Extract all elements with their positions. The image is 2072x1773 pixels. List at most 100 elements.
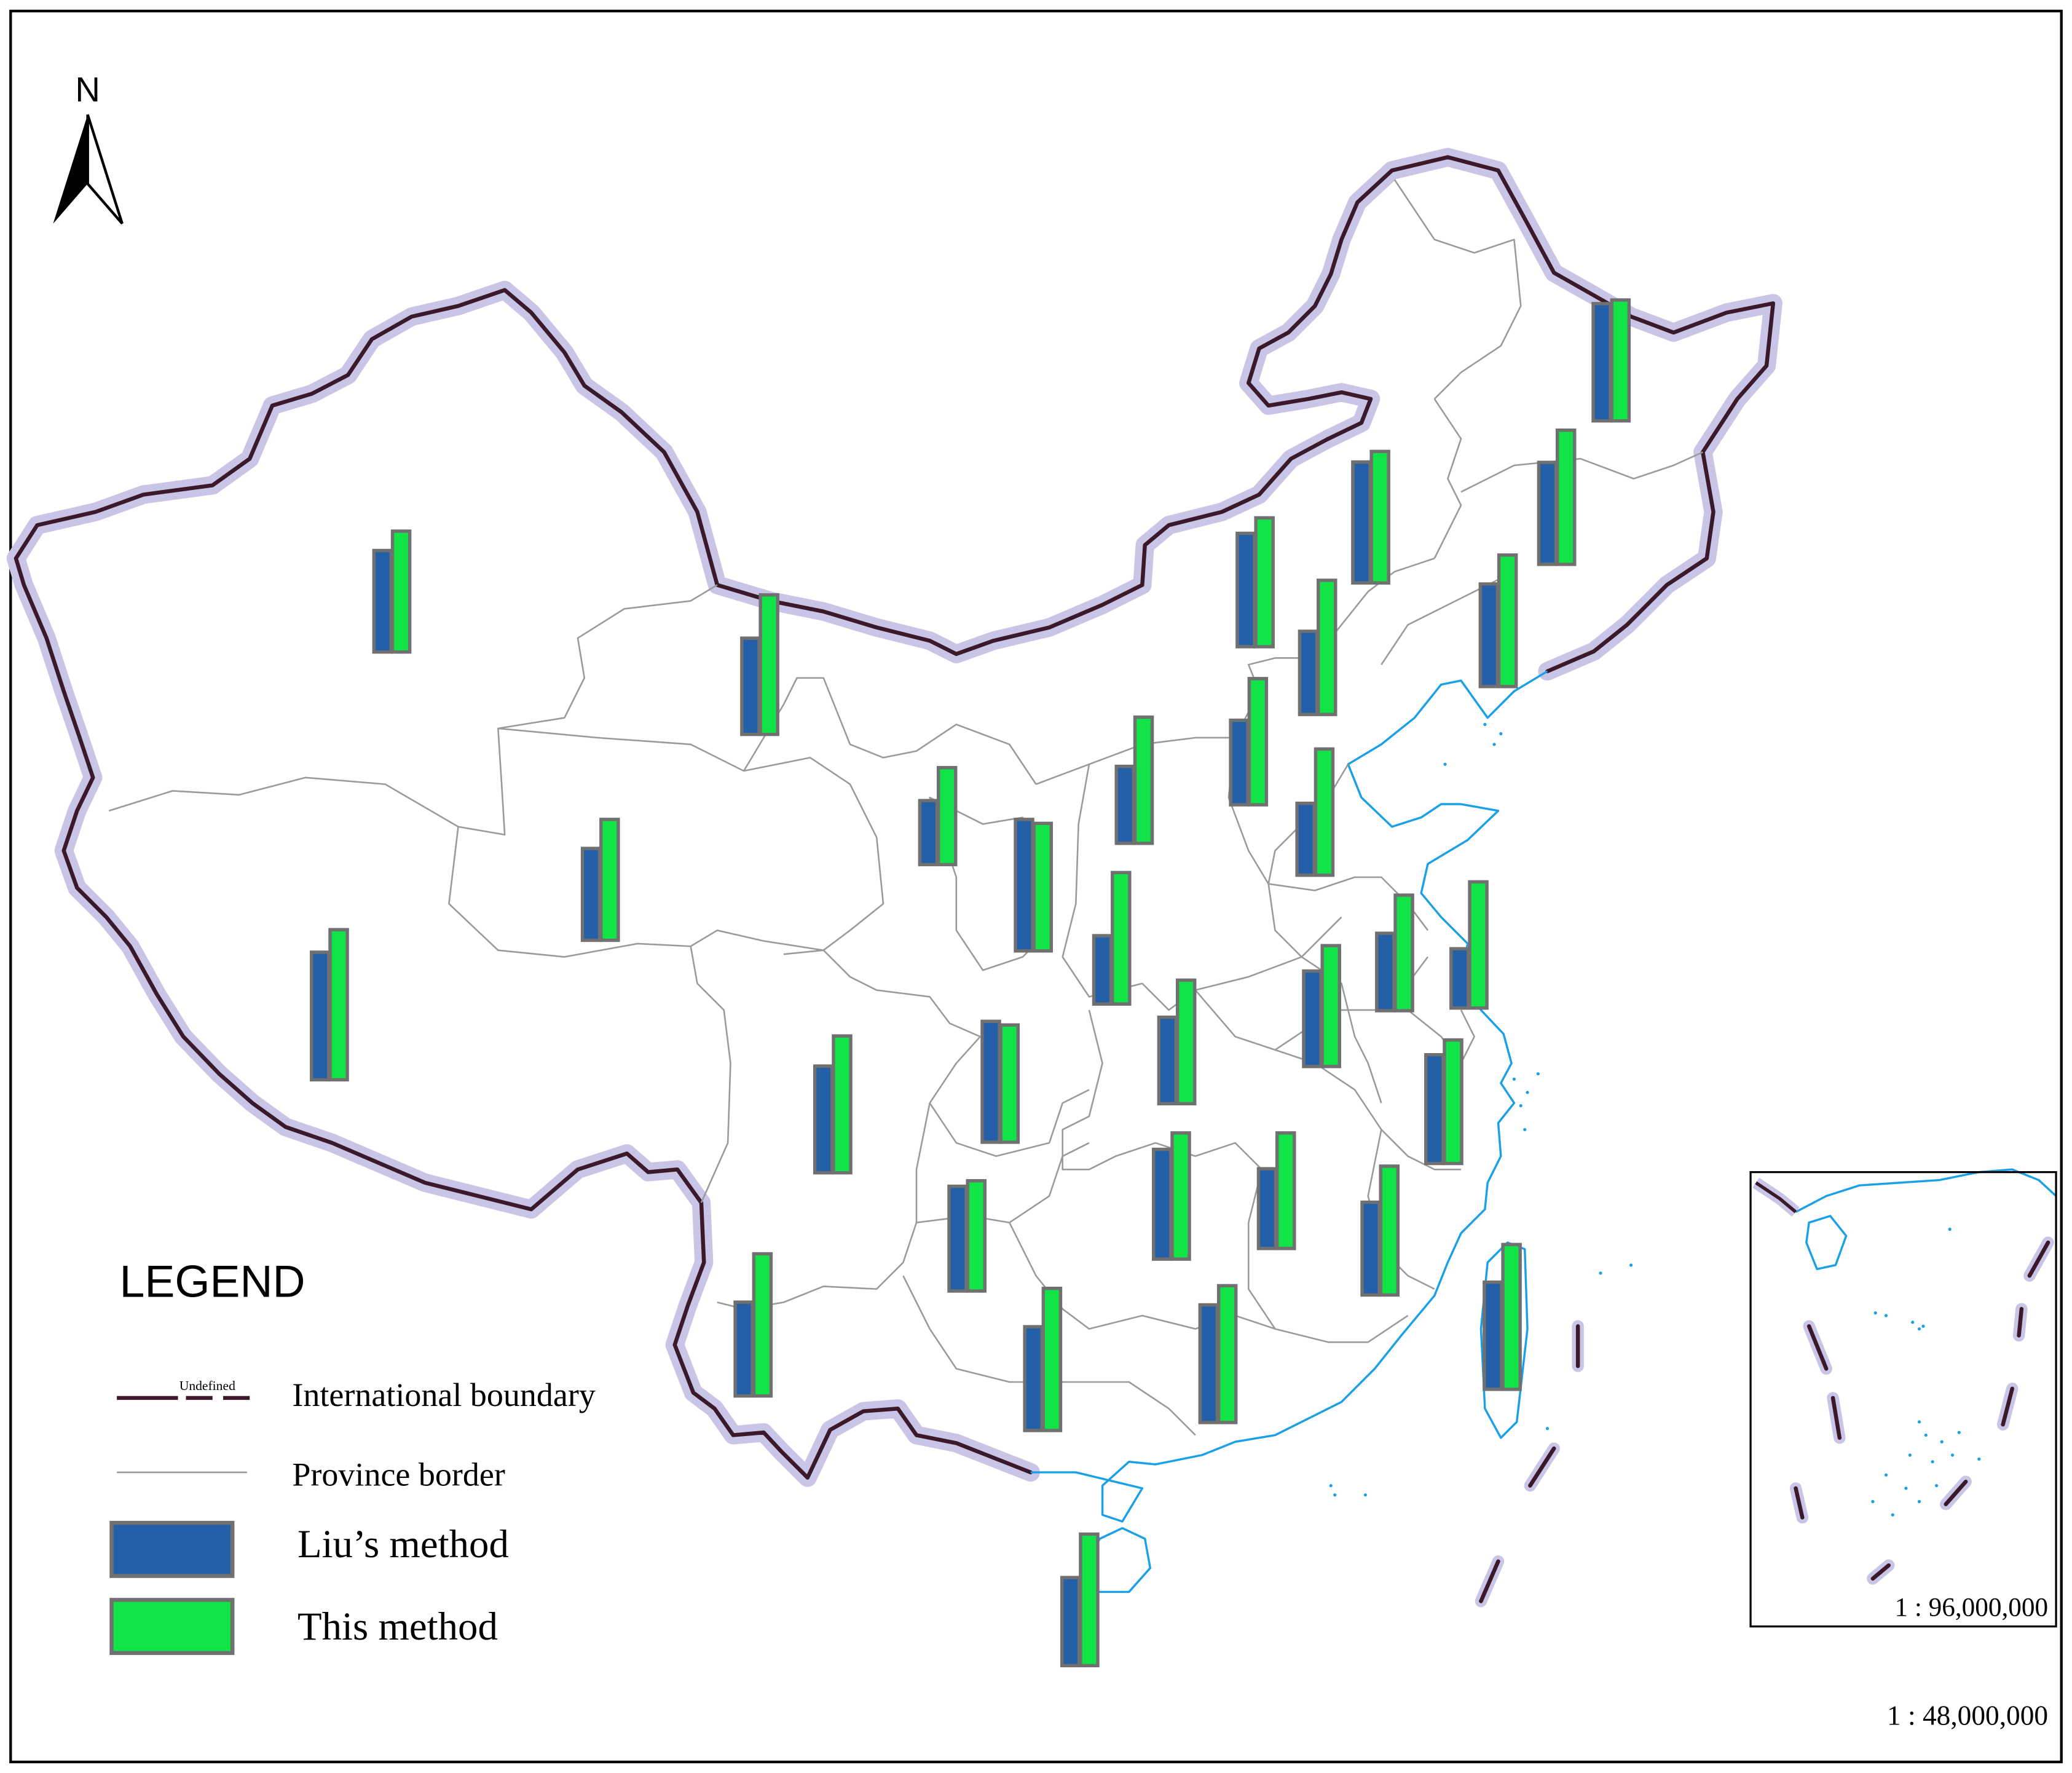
province-bar-glyph (1483, 1242, 1522, 1391)
province-bar-glyph (1449, 880, 1489, 1010)
province-bar-glyph (1302, 944, 1341, 1068)
province-bar-glyph (980, 1019, 1020, 1144)
liu-method-bar (813, 1064, 834, 1175)
legend-this-method-label: This method (297, 1605, 498, 1649)
liu-method-bar (1229, 718, 1250, 807)
liu-method-bar (947, 1184, 968, 1293)
inset-islands (1871, 1227, 1981, 1517)
liu-method-bar (980, 1019, 1001, 1144)
this-method-bar (599, 818, 620, 942)
liu-method-bar (1092, 934, 1113, 1006)
legend-this-swatch (109, 1598, 235, 1656)
province-bar-glyph (1014, 818, 1054, 953)
province-bar-glyph (1295, 747, 1335, 877)
this-method-bar (1216, 1284, 1238, 1424)
this-method-bar (1610, 298, 1631, 423)
south-china-sea-inset (1749, 1171, 2057, 1628)
legend-province-border-label: Province border (292, 1456, 505, 1493)
province-bar-glyph (947, 1179, 987, 1293)
this-method-bar (1501, 1242, 1522, 1391)
country-outline (6, 148, 1782, 1487)
province-bar-glyph (1092, 871, 1132, 1006)
liu-method-bar (1235, 531, 1256, 649)
province-bar-glyph (372, 529, 412, 654)
legend-international-boundary-label: International boundary (292, 1376, 595, 1413)
province-bar-glyph (813, 1034, 853, 1175)
province-bar-glyph (1351, 449, 1390, 585)
liu-method-bar (310, 950, 331, 1082)
province-bar-glyph (918, 765, 958, 867)
liu-method-bar (733, 1300, 754, 1398)
this-method-bar (1170, 1131, 1191, 1261)
province-bar-glyph (1298, 578, 1337, 716)
liu-method-bar (1375, 931, 1396, 1013)
this-method-bar (1079, 1532, 1100, 1668)
province-bar-glyph (1360, 1164, 1400, 1297)
liu-method-bar (1060, 1576, 1081, 1668)
north-arrow-icon (53, 114, 124, 225)
province-bar-glyphs (310, 298, 1631, 1668)
this-method-bar (1316, 578, 1337, 716)
this-method-bar (832, 1034, 853, 1175)
this-method-bar (999, 1023, 1020, 1144)
islands (1329, 722, 1633, 1497)
province-bar-glyph (310, 928, 349, 1082)
liu-method-bar (740, 636, 761, 736)
this-method-bar (758, 593, 779, 736)
liu-method-bar (372, 548, 393, 654)
liu-method-bar (1483, 1280, 1503, 1391)
province-bar-glyph (580, 818, 620, 942)
legend-title: LEGEND (119, 1256, 305, 1307)
this-method-bar (390, 529, 412, 654)
this-method-bar (936, 765, 958, 867)
this-method-bar (752, 1252, 773, 1398)
province-bar-glyph (1157, 978, 1197, 1106)
province-bar-glyph (1424, 1038, 1463, 1166)
this-method-bar (1379, 1164, 1400, 1297)
liu-method-bar (1157, 1015, 1178, 1106)
legend-undefined-label: Undefined (179, 1378, 235, 1393)
legend-liu-method-label: Liu’s method (297, 1522, 509, 1566)
liu-method-bar (1449, 947, 1470, 1010)
liu-method-bar (1298, 630, 1319, 716)
province-bar-glyph (1375, 893, 1414, 1013)
inset-scale-label: 1 : 96,000,000 (1894, 1592, 2048, 1622)
liu-method-bar (1152, 1147, 1173, 1261)
province-bar-glyph (740, 593, 779, 736)
liu-method-bar (1351, 460, 1372, 585)
this-method-bar (1443, 1038, 1463, 1166)
legend: LEGEND Undefined International boundary … (109, 1256, 596, 1656)
liu-method-bar (1591, 302, 1612, 423)
province-bar-glyph (1023, 1286, 1063, 1432)
province-bar-glyph (1235, 516, 1275, 649)
liu-method-bar (1537, 460, 1558, 566)
province-bar-glyph (1198, 1284, 1238, 1424)
liu-method-bar (1023, 1325, 1044, 1432)
this-method-bar (1497, 553, 1518, 689)
liu-method-bar (1256, 1167, 1278, 1250)
province-bar-glyph (1478, 553, 1518, 689)
province-bar-glyph (1229, 677, 1269, 807)
liu-method-bar (580, 847, 602, 942)
this-method-bar (1320, 944, 1341, 1068)
province-bar-glyph (1256, 1131, 1296, 1250)
this-method-bar (1032, 821, 1054, 953)
liu-method-bar (1295, 801, 1316, 877)
province-bar-glyph (1591, 298, 1631, 423)
this-method-bar (1468, 880, 1489, 1010)
liu-method-bar (1424, 1052, 1445, 1166)
undefined-boundary-dashes (1475, 1236, 2054, 1608)
province-bar-glyph (1537, 428, 1577, 566)
this-method-bar (1393, 893, 1414, 1013)
liu-method-bar (1478, 582, 1500, 689)
this-method-bar (1555, 428, 1577, 566)
this-method-bar (1133, 715, 1154, 845)
this-method-bar (1247, 677, 1269, 807)
liu-method-bar (1302, 969, 1323, 1068)
this-method-bar (966, 1179, 987, 1293)
province-bar-glyph (733, 1252, 773, 1398)
north-label: N (75, 70, 100, 109)
this-method-bar (1041, 1286, 1063, 1432)
this-method-bar (1175, 978, 1197, 1106)
